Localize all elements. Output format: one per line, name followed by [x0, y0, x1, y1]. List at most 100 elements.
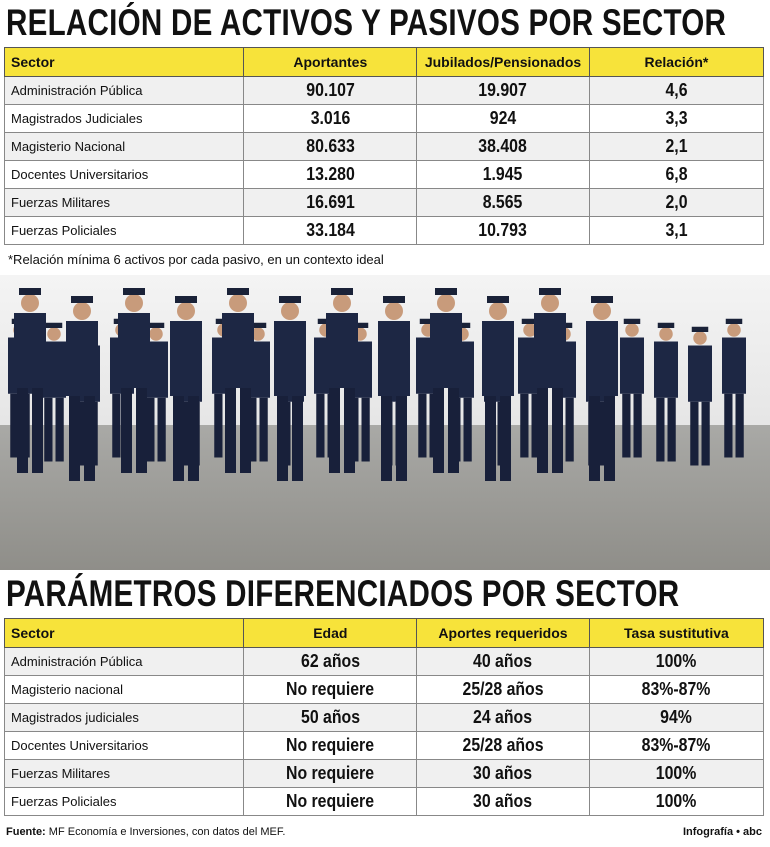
cell-text: 100%	[656, 763, 697, 783]
cell-text: 24 años	[473, 707, 533, 727]
cell-text: 33.184	[306, 220, 355, 240]
sector-cell: Fuerzas Militares	[3, 759, 245, 788]
value-cell: 16.691	[243, 188, 418, 217]
value-cell: 80.633	[243, 132, 418, 161]
figure	[722, 318, 746, 458]
value-cell: 100%	[588, 647, 765, 676]
value-cell: 3,3	[588, 104, 765, 133]
column-header: Edad	[243, 618, 418, 648]
cell-text: 1.945	[483, 164, 523, 184]
cell-text: 19.907	[478, 80, 528, 100]
table-row: Fuerzas Policiales 33.184 10.793 3,1	[3, 216, 765, 245]
value-cell: 13.280	[243, 160, 418, 189]
value-cell: 924	[416, 104, 590, 133]
value-cell: 3.016	[243, 104, 418, 133]
sector-cell: Magisterio Nacional	[3, 132, 245, 161]
sector-cell: Administración Pública	[3, 76, 245, 105]
table-row: Docentes Universitarios No requiere 25/28 …	[3, 731, 765, 760]
cell-text: 6,8	[665, 164, 688, 184]
cell-text: 90.107	[306, 80, 355, 100]
figure	[144, 322, 168, 462]
cell-text: 40 años	[473, 651, 533, 671]
table-row: Magisterio Nacional 80.633 38.408 2,1	[3, 132, 765, 161]
cell-text: 62 años	[300, 651, 360, 671]
table-row: Magisterio nacional No requiere 25/28 años…	[3, 675, 765, 704]
value-cell: 83%-87%	[588, 675, 765, 704]
source-text: MF Economía e Inversiones, con datos del…	[48, 826, 286, 838]
value-cell: 40 años	[416, 647, 590, 676]
value-cell: 30 años	[416, 759, 590, 788]
table-row: Docentes Universitarios 13.280 1.945 6,8	[3, 160, 765, 189]
value-cell: 33.184	[243, 216, 418, 245]
figure	[482, 296, 514, 481]
column-header: Sector	[3, 618, 245, 648]
cell-text: 8.565	[483, 192, 523, 212]
cell-text: 3.016	[310, 108, 351, 128]
figure	[586, 296, 618, 481]
value-cell: 6,8	[588, 160, 765, 189]
value-cell: 4,6	[588, 76, 765, 105]
table-row: Fuerzas Militares No requiere 30 años 100%	[3, 759, 765, 788]
figure	[170, 296, 202, 481]
value-cell: No requiere	[243, 675, 418, 704]
table-row: Magistrados judiciales 50 años 24 años 94%	[3, 703, 765, 732]
value-cell: 100%	[588, 759, 765, 788]
figure	[326, 288, 358, 473]
table-row: Magistrados Judiciales 3.016 924 3,3	[3, 104, 765, 133]
cell-text: No requiere	[286, 791, 375, 811]
cell-text: No requiere	[286, 763, 375, 783]
figure	[654, 322, 678, 462]
value-cell: 83%-87%	[588, 731, 765, 760]
cell-text: 30 años	[473, 791, 533, 811]
value-cell: No requiere	[243, 731, 418, 760]
figure	[66, 296, 98, 481]
figure	[222, 288, 254, 473]
value-cell: 2,0	[588, 188, 765, 217]
sector-cell: Administración Pública	[3, 647, 245, 676]
value-cell: 2,1	[588, 132, 765, 161]
value-cell: 30 años	[416, 787, 590, 816]
cell-text: 924	[489, 108, 517, 128]
value-cell: 50 años	[243, 703, 418, 732]
section-title: RELACIÓN DE ACTIVOS Y PASIVOS POR SECTOR	[6, 2, 727, 43]
table: Sector Aportantes Jubilados/Pensionados Rel…	[3, 47, 765, 245]
value-cell: No requiere	[243, 787, 418, 816]
value-cell: 19.907	[416, 76, 590, 105]
sector-cell: Fuerzas Policiales	[3, 787, 245, 816]
cell-text: No requiere	[286, 735, 375, 755]
figure	[688, 326, 712, 466]
figure	[534, 288, 566, 473]
cell-text: 4,6	[665, 80, 688, 100]
table-row: Administración Pública 90.107 19.907 4,6	[3, 76, 765, 105]
source: Fuente: MF Economía e Inversiones, con d…	[6, 826, 285, 838]
value-cell: 10.793	[416, 216, 590, 245]
value-cell: 1.945	[416, 160, 590, 189]
table: Sector Edad Aportes requeridos Tasa sustitu…	[3, 618, 765, 816]
section-title: PARÁMETROS DIFERENCIADOS POR SECTOR	[6, 573, 680, 614]
cell-text: 16.691	[306, 192, 355, 212]
cell-text: 25/28 años	[462, 679, 544, 699]
cell-text: 83%-87%	[642, 735, 711, 755]
cell-text: 100%	[656, 651, 697, 671]
value-cell: 94%	[588, 703, 765, 732]
cell-text: 13.280	[306, 164, 355, 184]
column-header: Tasa sustitutiva	[588, 618, 765, 648]
value-cell: 100%	[588, 787, 765, 816]
cell-text: 100%	[656, 791, 697, 811]
figure	[274, 296, 306, 481]
column-header: Aportantes	[243, 47, 418, 77]
cell-text: No requiere	[286, 679, 375, 699]
column-header: Jubilados/Pensionados	[416, 47, 590, 77]
cell-text: 2,0	[665, 192, 688, 212]
sector-cell: Magistrados judiciales	[3, 703, 245, 732]
column-header: Aportes requeridos	[416, 618, 590, 648]
value-cell: 25/28 años	[416, 731, 590, 760]
value-cell: 3,1	[588, 216, 765, 245]
figure	[14, 288, 46, 473]
figure	[620, 318, 644, 458]
value-cell: No requiere	[243, 759, 418, 788]
cell-text: 25/28 años	[462, 735, 544, 755]
value-cell: 90.107	[243, 76, 418, 105]
header-row: Sector Aportantes Jubilados/Pensionados Rel…	[3, 47, 765, 77]
